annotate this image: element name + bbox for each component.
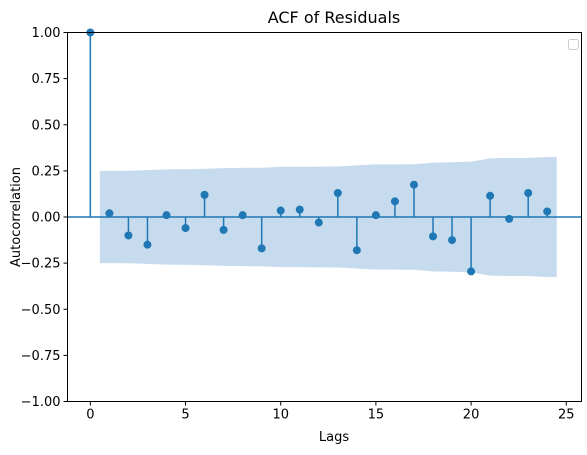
y-tick-label-5: 0.25 bbox=[32, 164, 61, 179]
acf-point-lag-21 bbox=[486, 191, 495, 200]
acf-point-lag-16 bbox=[390, 197, 399, 206]
y-tick-label-0: −1.00 bbox=[21, 395, 61, 410]
x-tick-label-10: 10 bbox=[272, 408, 289, 423]
acf-point-lag-20 bbox=[467, 267, 476, 276]
axes-frame bbox=[67, 32, 582, 402]
chart-title: ACF of Residuals bbox=[268, 8, 401, 27]
y-tick-label-1: −0.75 bbox=[21, 349, 61, 364]
y-tick-label-3: −0.25 bbox=[21, 257, 61, 272]
acf-point-lag-22 bbox=[505, 214, 514, 223]
acf-point-lag-9 bbox=[257, 244, 266, 253]
x-tick-label-20: 20 bbox=[463, 408, 480, 423]
acf-point-lag-10 bbox=[276, 206, 285, 215]
acf-point-lag-2 bbox=[124, 231, 133, 240]
y-tick-label-6: 0.50 bbox=[32, 118, 61, 133]
acf-point-lag-8 bbox=[238, 211, 247, 220]
acf-point-lag-23 bbox=[524, 189, 533, 198]
acf-point-lag-12 bbox=[314, 218, 323, 227]
y-tick-label-4: 0.00 bbox=[32, 211, 61, 226]
y-tick-label-8: 1.00 bbox=[32, 26, 61, 41]
x-tick-label-25: 25 bbox=[558, 408, 575, 423]
x-tick-label-5: 5 bbox=[181, 408, 189, 423]
acf-point-lag-19 bbox=[448, 236, 457, 245]
y-tick-label-7: 0.75 bbox=[32, 72, 61, 87]
acf-point-lag-15 bbox=[371, 211, 380, 220]
legend-box bbox=[568, 39, 579, 50]
acf-point-lag-6 bbox=[200, 190, 209, 199]
acf-point-lag-5 bbox=[181, 224, 190, 233]
y-axis-ticks: −1.00 −0.75 −0.50 −0.25 0.00 0.25 0.50 0.75 1.00 bbox=[21, 26, 68, 410]
acf-markers bbox=[86, 28, 552, 276]
acf-point-lag-24 bbox=[543, 207, 552, 216]
x-tick-label-0: 0 bbox=[86, 408, 94, 423]
acf-point-lag-3 bbox=[143, 240, 152, 249]
x-axis-title: Lags bbox=[319, 430, 349, 445]
y-axis-title: Autocorrelation bbox=[9, 167, 24, 267]
x-tick-label-15: 15 bbox=[368, 408, 385, 423]
acf-point-lag-11 bbox=[295, 205, 304, 214]
acf-point-lag-18 bbox=[429, 232, 438, 241]
acf-point-lag-1 bbox=[105, 209, 114, 218]
acf-point-lag-7 bbox=[219, 225, 228, 234]
plot-area bbox=[67, 28, 582, 277]
acf-point-lag-4 bbox=[162, 211, 171, 220]
acf-point-lag-14 bbox=[352, 246, 361, 255]
x-axis-ticks: 0 5 10 15 20 25 bbox=[86, 401, 575, 423]
acf-point-lag-17 bbox=[409, 180, 418, 189]
acf-point-lag-13 bbox=[333, 189, 342, 198]
y-tick-label-2: −0.50 bbox=[21, 303, 61, 318]
